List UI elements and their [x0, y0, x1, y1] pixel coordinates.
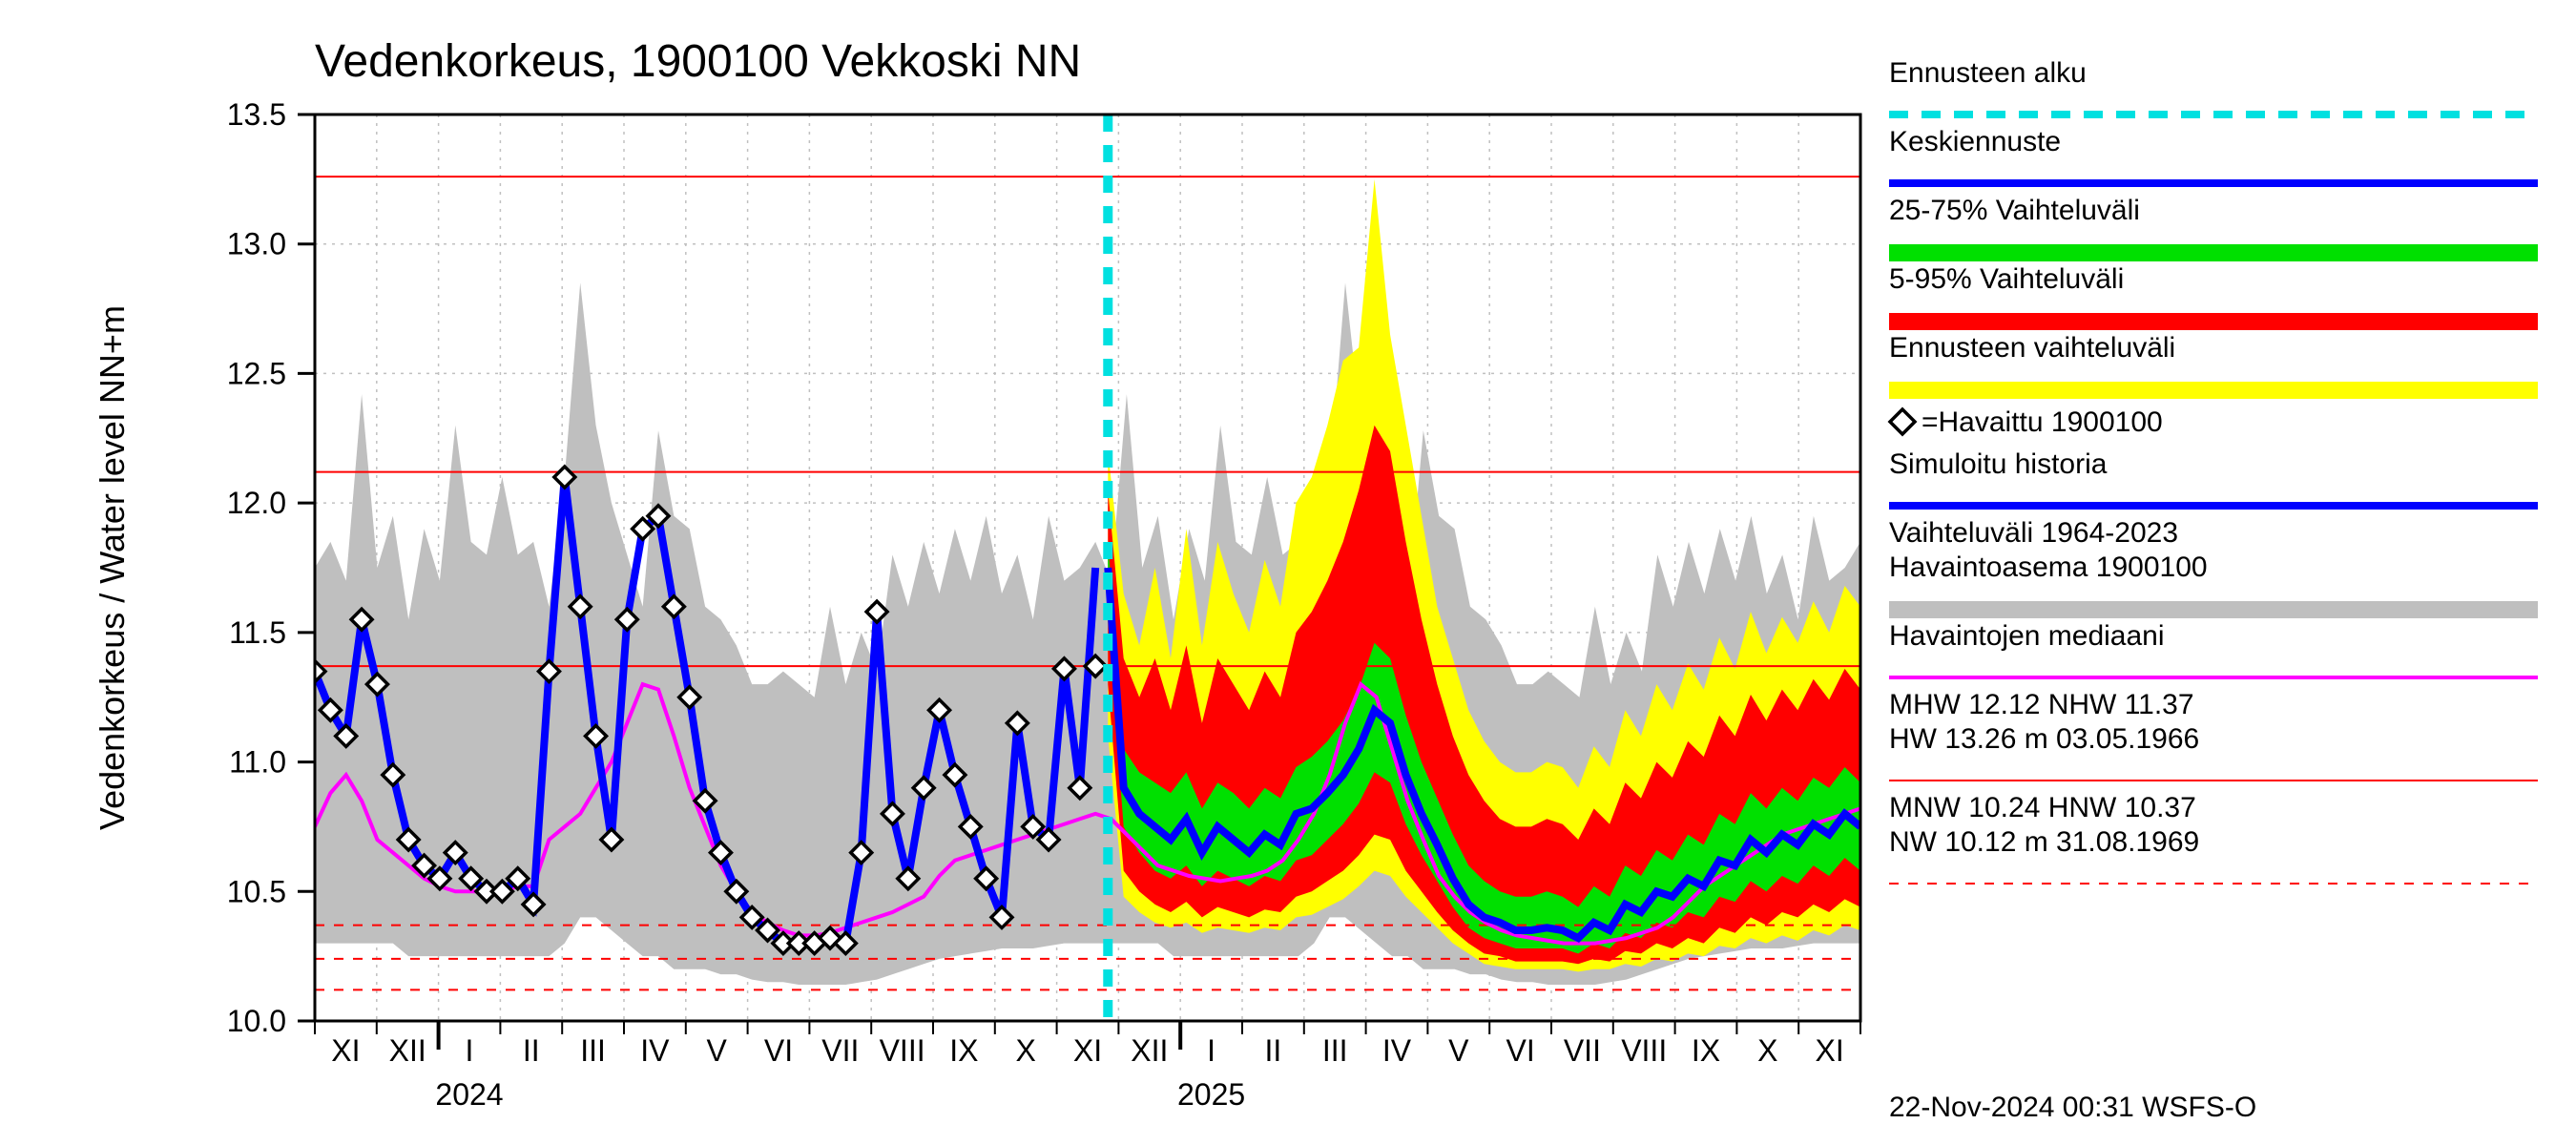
x-month-label: IX	[1692, 1033, 1720, 1068]
x-month-label: X	[1016, 1033, 1036, 1068]
x-month-label: IV	[1382, 1033, 1412, 1068]
y-axis-label: Vedenkorkeus / Water level NN+m	[93, 305, 132, 830]
legend-label: MNW 10.24 HNW 10.37	[1889, 792, 2196, 823]
x-month-label: XII	[1131, 1033, 1168, 1068]
y-tick-label: 12.5	[227, 356, 286, 390]
x-month-label: II	[1265, 1033, 1282, 1068]
x-month-label: VII	[1564, 1033, 1601, 1068]
x-month-label: III	[580, 1033, 606, 1068]
x-month-label: VI	[764, 1033, 793, 1068]
x-month-label: V	[707, 1033, 728, 1068]
x-month-label: VII	[821, 1033, 859, 1068]
x-month-label: X	[1757, 1033, 1777, 1068]
legend-label: NW 10.12 m 31.08.1969	[1889, 826, 2199, 858]
y-tick-label: 11.5	[229, 615, 286, 650]
x-month-label: XI	[1073, 1033, 1102, 1068]
legend-label: 25-75% Vaihteluväli	[1889, 195, 2140, 226]
footer-timestamp: 22-Nov-2024 00:31 WSFS-O	[1889, 1092, 2256, 1123]
x-month-label: IV	[640, 1033, 670, 1068]
legend-label: HW 13.26 m 03.05.1966	[1889, 723, 2199, 755]
legend-label: Simuloitu historia	[1889, 448, 2108, 480]
x-month-label: I	[1207, 1033, 1215, 1068]
y-tick-label: 10.5	[227, 874, 286, 908]
x-month-label: III	[1322, 1033, 1348, 1068]
chart-container: 10.010.511.011.512.012.513.013.5XIXIIIII…	[0, 0, 2576, 1145]
x-month-label: II	[523, 1033, 540, 1068]
water-level-chart: 10.010.511.011.512.012.513.013.5XIXIIIII…	[0, 0, 2576, 1145]
legend-label: Vaihteluväli 1964-2023	[1889, 517, 2178, 549]
y-tick-label: 13.0	[227, 227, 286, 261]
legend-label: Keskiennuste	[1889, 126, 2061, 157]
legend-label: =Havaittu 1900100	[1922, 406, 2163, 438]
legend-label: Havaintoasema 1900100	[1889, 552, 2208, 583]
legend-label: Havaintojen mediaani	[1889, 620, 2165, 652]
x-month-label: I	[466, 1033, 474, 1068]
x-month-label: V	[1448, 1033, 1469, 1068]
x-month-label: XI	[1815, 1033, 1843, 1068]
y-tick-label: 12.0	[227, 486, 286, 520]
x-year-label: 2025	[1177, 1077, 1245, 1112]
chart-title: Vedenkorkeus, 1900100 Vekkoski NN	[315, 36, 1081, 87]
y-tick-label: 10.0	[227, 1004, 286, 1038]
x-month-label: VIII	[1621, 1033, 1667, 1068]
legend-label: Ennusteen alku	[1889, 57, 2087, 89]
legend-label: MHW 12.12 NHW 11.37	[1889, 689, 2194, 720]
x-year-label: 2024	[435, 1077, 503, 1112]
x-month-label: VI	[1506, 1033, 1534, 1068]
x-month-label: VIII	[880, 1033, 925, 1068]
y-tick-label: 11.0	[229, 745, 286, 780]
x-month-label: XI	[331, 1033, 360, 1068]
x-month-label: IX	[949, 1033, 978, 1068]
x-month-label: XII	[389, 1033, 426, 1068]
legend-label: 5-95% Vaihteluväli	[1889, 263, 2124, 295]
legend-label: Ennusteen vaihteluväli	[1889, 332, 2175, 364]
y-tick-label: 13.5	[227, 97, 286, 132]
